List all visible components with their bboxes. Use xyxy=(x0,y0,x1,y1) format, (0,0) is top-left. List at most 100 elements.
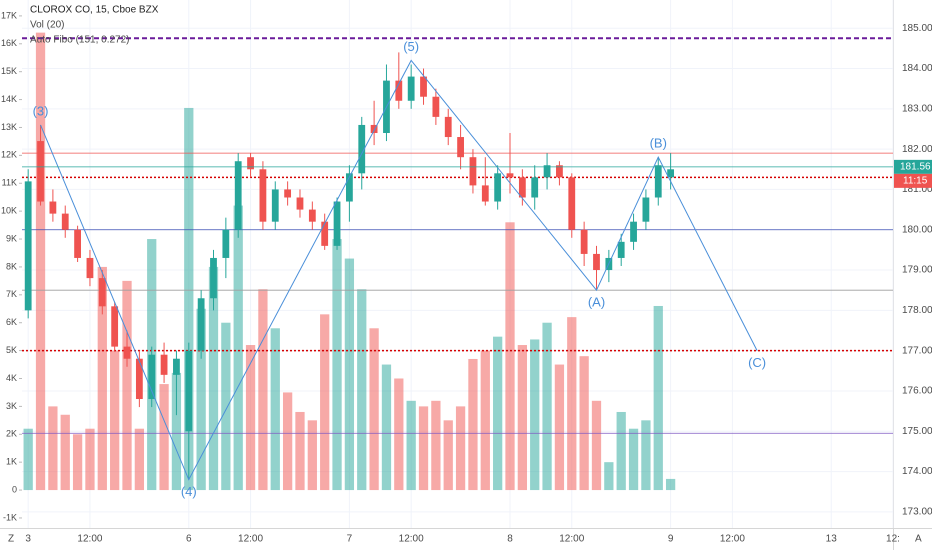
y2-tick-label: 1K xyxy=(6,457,17,467)
candle-body xyxy=(432,96,440,117)
fib-levels xyxy=(22,37,893,434)
last-price-label: 181.56 xyxy=(900,162,931,173)
x-tick-label: 12:00 xyxy=(238,534,263,545)
x-tick-label: 12: xyxy=(886,534,900,545)
y2-tick-label: 10K xyxy=(1,206,17,216)
y2-tick-label: 13K xyxy=(1,122,17,132)
candle-body xyxy=(234,161,242,230)
y-tick-label: 173.00 xyxy=(902,507,932,518)
y2-tick-label: 12K xyxy=(1,150,17,160)
volume-bar xyxy=(258,289,268,491)
volume-bar xyxy=(418,406,429,491)
candle-body xyxy=(531,177,539,198)
x-tick-label: 7 xyxy=(347,534,353,545)
volume-bar xyxy=(567,317,577,491)
volume-bar xyxy=(295,411,305,491)
wave-layer: (3) (4) (5) (A) (B) (C) xyxy=(33,39,767,499)
volume-bar xyxy=(468,358,478,491)
candle-body xyxy=(568,177,576,230)
y-tick-label: 181.00 xyxy=(902,184,932,195)
y-tick-label: 176.00 xyxy=(902,386,932,397)
x-tick-label: 6 xyxy=(186,534,192,545)
y-tick-label: 178.00 xyxy=(902,305,932,316)
y2-tick-label: 16K xyxy=(1,38,17,48)
x-tick-label: 12:00 xyxy=(720,534,745,545)
volume-bar xyxy=(171,372,182,491)
y-tick-label: 180.00 xyxy=(902,224,932,235)
volume-bar xyxy=(221,322,231,491)
candle-body xyxy=(506,173,514,178)
y2-tick-label: 5K xyxy=(6,345,17,355)
volume-bar xyxy=(23,428,33,491)
volume-bar xyxy=(208,266,219,491)
volume-bar xyxy=(493,336,503,491)
y2-tick-label: 17K xyxy=(1,10,17,20)
wave-label: (A) xyxy=(588,295,605,310)
y-tick-label: 179.00 xyxy=(902,265,932,276)
x-tick-label: 12:00 xyxy=(77,534,102,545)
volume-bar xyxy=(542,322,552,491)
indicator-fibo: Auto Fibo (151, 0.272) xyxy=(30,35,130,46)
candle-body xyxy=(284,189,292,198)
candle-body xyxy=(222,229,230,258)
volume-bar xyxy=(381,364,392,491)
volume-bar xyxy=(344,258,355,491)
candle-body xyxy=(296,197,304,210)
candle-body xyxy=(37,141,44,202)
wave-line xyxy=(40,59,758,481)
volume-bar xyxy=(394,378,404,491)
candle-body xyxy=(210,257,217,299)
volume-bar xyxy=(665,478,676,491)
candle-body xyxy=(123,346,131,359)
volume-bar xyxy=(97,266,107,491)
wave-label: (C) xyxy=(748,355,766,370)
y-tick-label: 182.00 xyxy=(902,144,932,155)
candle-body xyxy=(160,354,168,375)
candle-body xyxy=(61,213,69,230)
volume-bar xyxy=(282,392,293,491)
candle-body xyxy=(593,253,600,271)
wave-label: (B) xyxy=(650,136,667,151)
volume-bar xyxy=(134,428,145,491)
candle-body xyxy=(469,157,477,186)
y2-tick-label: 0 xyxy=(12,484,17,494)
wave-label: (4) xyxy=(181,484,197,499)
x-tick-label: 3 xyxy=(25,534,31,545)
volume-bar xyxy=(122,280,132,491)
volume-bar xyxy=(72,434,83,491)
y-tick-label: 177.00 xyxy=(902,345,932,356)
candle-body xyxy=(197,298,205,351)
chart-title: CLOROX CO, 15, Cboe BZX xyxy=(30,5,159,16)
volume-bar xyxy=(554,364,565,491)
volume-bar xyxy=(517,345,527,491)
volume-bar xyxy=(196,308,206,491)
volume-bar xyxy=(591,400,602,491)
candle-body xyxy=(494,173,502,202)
candle-body xyxy=(24,181,32,311)
volume-bar xyxy=(443,420,453,491)
y2-tick-label: 8K xyxy=(6,261,17,271)
candle-body xyxy=(135,358,143,400)
candle-body xyxy=(654,165,662,198)
candle-body xyxy=(630,221,637,242)
candle-body xyxy=(358,124,366,174)
volume-bar xyxy=(406,400,416,491)
candle-body xyxy=(148,354,156,400)
y2-tick-label: 6K xyxy=(6,317,17,327)
y2-tick-label: 4K xyxy=(6,373,17,383)
volume-bar xyxy=(48,406,58,491)
y2-tick-label: 2K xyxy=(6,429,17,439)
volume-bar xyxy=(579,356,589,491)
y-tick-label: 184.00 xyxy=(902,63,932,74)
candle-body xyxy=(321,221,329,246)
volume-bar xyxy=(332,239,342,491)
volume-bar xyxy=(184,107,194,491)
candle-body xyxy=(111,306,119,347)
candle-body xyxy=(345,173,353,202)
volume-bar xyxy=(431,400,441,491)
candle-body xyxy=(642,197,650,222)
wave-label: (3) xyxy=(33,103,49,118)
volume-bar xyxy=(369,328,379,491)
candle-body xyxy=(173,358,180,375)
volume-bar xyxy=(270,328,280,491)
